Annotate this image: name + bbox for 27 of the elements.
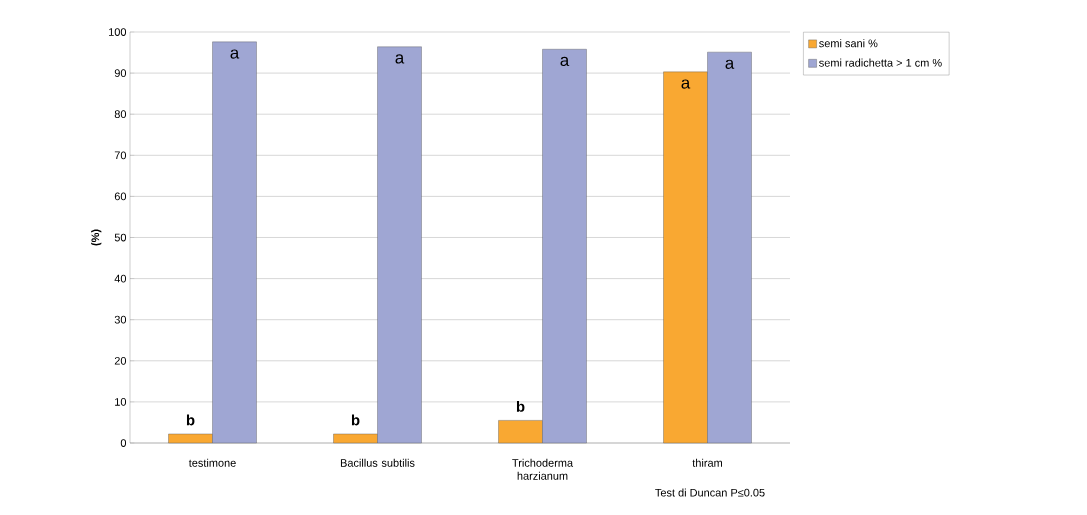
x-tick-label: testimone — [188, 458, 236, 467]
data-label: a — [230, 49, 240, 59]
y-tick-label: 50 — [114, 233, 127, 242]
legend-label: semi radichetta > 1 cm % — [819, 58, 942, 67]
data-label: a — [395, 54, 405, 64]
y-tick-label: 100 — [109, 28, 127, 36]
y-tick-label: 80 — [114, 110, 127, 119]
y-tick-label: 0 — [120, 439, 127, 447]
y-tick-label: 10 — [115, 398, 127, 406]
data-label: a — [560, 56, 570, 67]
data-label: b — [351, 414, 360, 426]
data-label: a — [725, 59, 735, 69]
y-axis-title: (%) — [91, 229, 102, 246]
x-tick-label: Trichoderma harzianum — [512, 458, 574, 480]
y-tick-label: 70 — [114, 151, 127, 160]
x-tick-label: Bacillus subtilis — [340, 458, 415, 467]
y-tick-label: 90 — [114, 69, 127, 77]
y-tick-label: 60 — [114, 192, 127, 201]
x-tick-label: thiram — [692, 458, 722, 467]
text: Test di Duncan P≤0.05 — [655, 488, 765, 497]
data-label: a — [681, 79, 691, 89]
y-tick-label: 20 — [114, 356, 127, 365]
y-tick-label: 30 — [114, 315, 127, 324]
data-label: b — [516, 400, 525, 412]
y-tick-label: 40 — [114, 274, 127, 283]
data-label: b — [186, 414, 195, 426]
legend-label: semi sani % — [819, 39, 878, 48]
